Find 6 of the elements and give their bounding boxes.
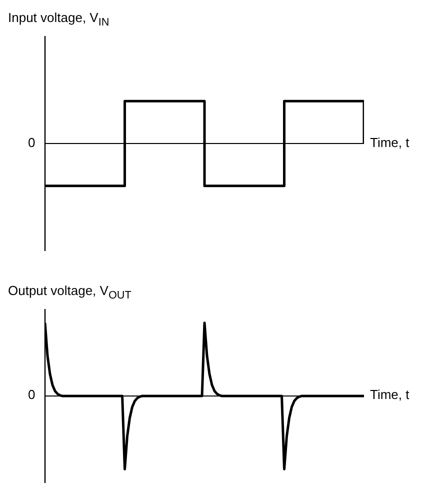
text: 0: [28, 134, 36, 150]
x-axis-title: Time, t: [370, 387, 410, 402]
text: 0: [28, 387, 36, 402]
x-axis-title: Time, t: [370, 134, 410, 150]
y-axis-title: Output voltage, V$_{OUT}$: [8, 283, 132, 302]
y-axis-title: Input voltage, V$_{IN}$: [8, 10, 110, 29]
